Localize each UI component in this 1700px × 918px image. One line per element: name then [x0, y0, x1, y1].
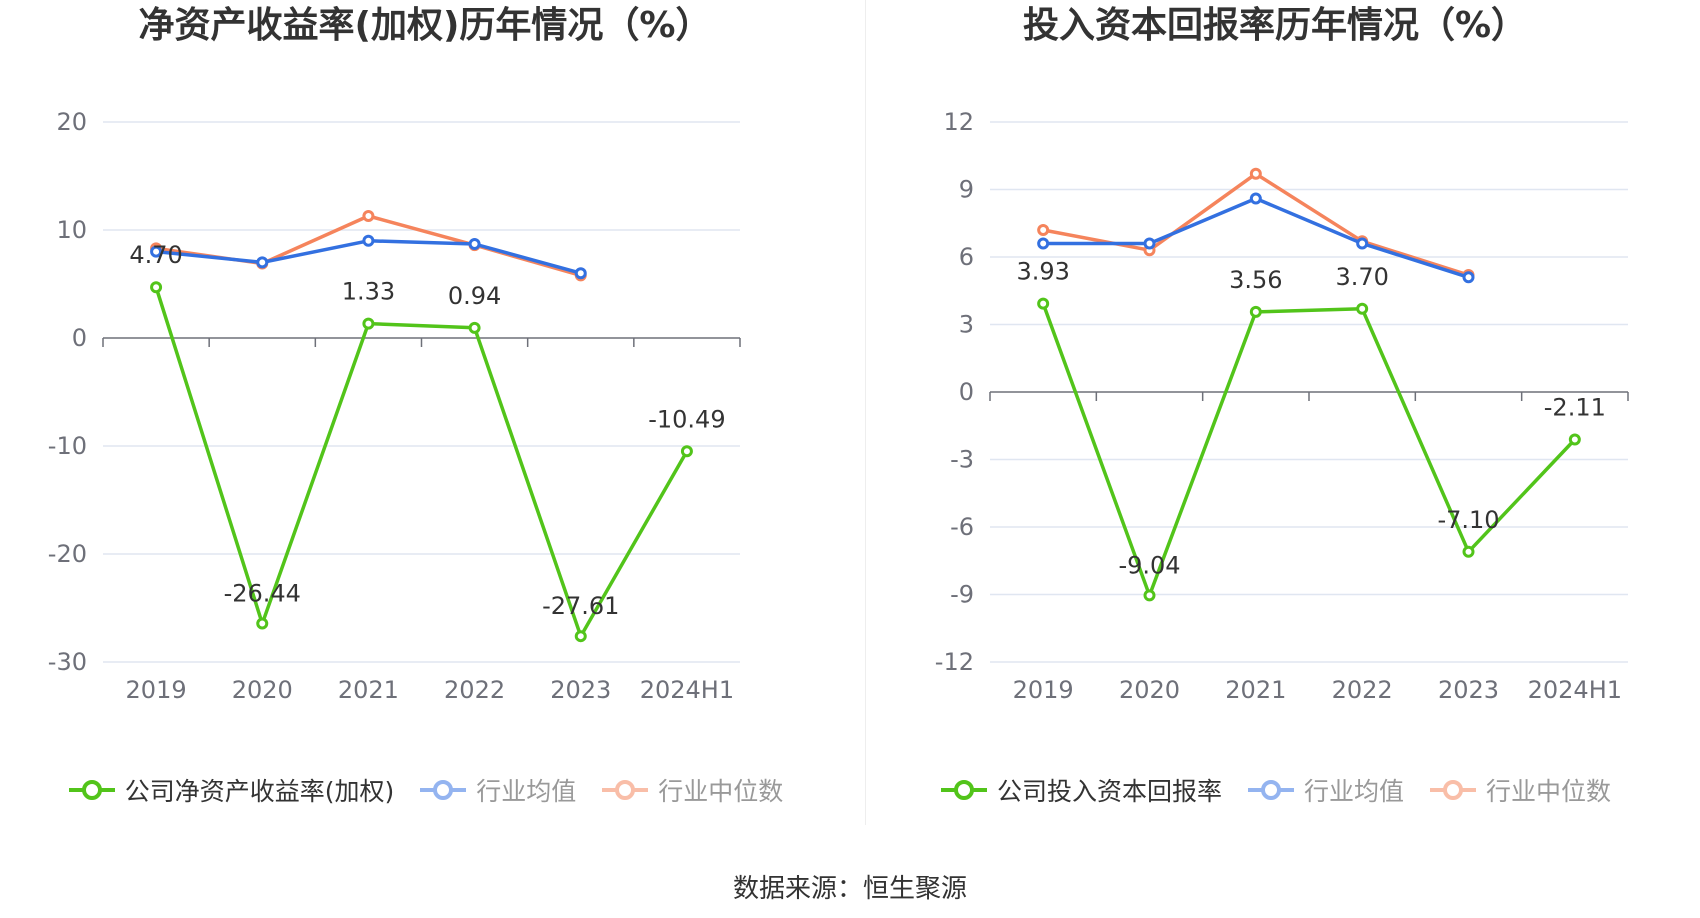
data-point-company: [680, 445, 693, 458]
legend-label: 行业中位数: [1486, 777, 1612, 806]
data-label: -27.61: [542, 592, 619, 620]
legend-label: 行业均值: [476, 777, 577, 806]
legend-item-company-roe[interactable]: 公司净资产收益率(加权): [67, 772, 395, 808]
data-point-company: [1143, 589, 1156, 602]
y-tick-label: -3: [950, 446, 974, 474]
y-tick-label: 0: [959, 378, 974, 406]
data-label: 3.70: [1335, 263, 1388, 291]
roe-chart-plot: -30 -20 -10 0 10 20 2019 2020 2021 2022 2023 2024H1…: [48, 108, 741, 704]
data-point-avg: [150, 245, 163, 258]
legend-label: 公司净资产收益率(加权): [124, 777, 395, 806]
data-point-median: [362, 209, 375, 222]
data-point-median: [1037, 224, 1050, 236]
data-label: -7.10: [1437, 506, 1499, 534]
legend-line-marker-icon: [940, 780, 987, 800]
data-label: 4.70: [129, 241, 182, 269]
legend-item-industry-avg[interactable]: 行业均值: [418, 772, 576, 808]
data-point-company: [574, 630, 587, 643]
data-point-median: [1249, 167, 1262, 180]
data-point-avg: [468, 238, 481, 251]
data-label: 0.94: [448, 282, 501, 310]
data-point-avg: [362, 234, 375, 247]
y-tick-label: 9: [959, 176, 974, 204]
x-tick-label: 2020: [232, 676, 293, 704]
data-point-avg: [256, 256, 269, 269]
x-tick-label: 2021: [1225, 676, 1286, 704]
data-label: -10.49: [648, 405, 725, 433]
legend-line-marker-icon: [68, 780, 115, 800]
roic-chart-title: 投入资本回报率历年情况（%）: [1022, 5, 1528, 46]
data-point-company: [256, 617, 269, 630]
legend-item-industry-median[interactable]: 行业中位数: [1428, 772, 1611, 808]
series-line-company: [1041, 303, 1577, 598]
data-point-company: [150, 281, 163, 294]
panel-divider: [865, 0, 866, 825]
data-label: 3.93: [1016, 258, 1069, 286]
roe-chart-panel: 净资产收益率(加权)历年情况（%） -30 -20 -10 0 10 20 2019 2020…: [0, 0, 850, 830]
data-point-avg: [1249, 192, 1262, 205]
y-tick-label: -12: [935, 648, 974, 676]
data-point-avg: [1143, 237, 1156, 250]
x-tick-label: 2024H1: [640, 676, 734, 704]
legend-label: 行业中位数: [658, 777, 784, 806]
data-point-avg: [1356, 237, 1369, 250]
legend-line-marker-icon: [1430, 780, 1476, 800]
roic-chart-plot: -12 -9 -6 -3 0 3 6 9 12 2019 2020 2021 2022 2023 2024H…: [935, 108, 1629, 704]
y-tick-label: -9: [950, 581, 974, 609]
data-label: -2.11: [1544, 393, 1606, 421]
legend-line-marker-icon: [420, 780, 467, 800]
roic-chart-panel: 投入资本回报率历年情况（%） -12 -9 -6 -3 0 3 6 9 12 2019 2020 20…: [850, 0, 1700, 830]
y-tick-label: -6: [950, 513, 974, 541]
data-point-avg: [1462, 271, 1475, 284]
roic-chart-legend: 公司投入资本回报率 行业均值 行业中位数: [850, 772, 1700, 808]
x-tick-label: 2019: [1013, 676, 1074, 704]
legend-line-marker-icon: [1247, 780, 1294, 800]
legend-label: 行业均值: [1303, 777, 1404, 806]
roe-chart-legend: 公司净资产收益率(加权) 行业均值 行业中位数: [0, 772, 850, 808]
legend-label: 公司投入资本回报率: [996, 777, 1222, 806]
series-line-company: [154, 286, 689, 638]
y-tick-label: 0: [72, 324, 87, 352]
y-tick-label: 20: [56, 108, 87, 136]
data-label: -26.44: [224, 580, 301, 608]
y-tick-label: 3: [959, 311, 974, 339]
data-point-company: [1568, 433, 1581, 446]
legend-line-marker-icon: [602, 780, 649, 800]
data-point-company: [468, 321, 481, 334]
x-tick-label: 2023: [550, 676, 611, 704]
roe-chart-title: 净资产收益率(加权)历年情况（%）: [138, 5, 712, 46]
data-source-note: 数据来源：恒生聚源: [732, 874, 967, 904]
y-tick-label: -30: [48, 648, 87, 676]
x-tick-label: 2023: [1438, 676, 1499, 704]
data-point-company: [1356, 302, 1369, 315]
y-tick-label: -20: [48, 540, 87, 568]
data-point-company: [1249, 305, 1262, 318]
x-tick-label: 2022: [1332, 676, 1393, 704]
y-tick-label: 12: [943, 108, 974, 136]
data-point-avg: [574, 267, 587, 280]
data-point-company: [362, 317, 375, 330]
legend-item-industry-median[interactable]: 行业中位数: [600, 772, 783, 808]
data-label: 1.33: [342, 278, 395, 306]
y-tick-label: 10: [56, 216, 87, 244]
y-tick-label: -10: [48, 432, 87, 460]
data-point-company: [1037, 297, 1050, 310]
data-point-company: [1462, 545, 1475, 558]
x-tick-label: 2024H1: [1528, 676, 1622, 704]
x-tick-label: 2022: [444, 676, 505, 704]
data-label: -9.04: [1118, 551, 1180, 579]
x-tick-label: 2019: [126, 676, 187, 704]
legend-item-company-roic[interactable]: 公司投入资本回报率: [939, 772, 1222, 808]
x-tick-label: 2020: [1119, 676, 1180, 704]
x-tick-label: 2021: [338, 676, 399, 704]
data-point-avg: [1037, 237, 1050, 250]
legend-item-industry-avg[interactable]: 行业均值: [1246, 772, 1404, 808]
data-label: 3.56: [1229, 266, 1282, 294]
y-tick-label: 6: [959, 243, 974, 271]
